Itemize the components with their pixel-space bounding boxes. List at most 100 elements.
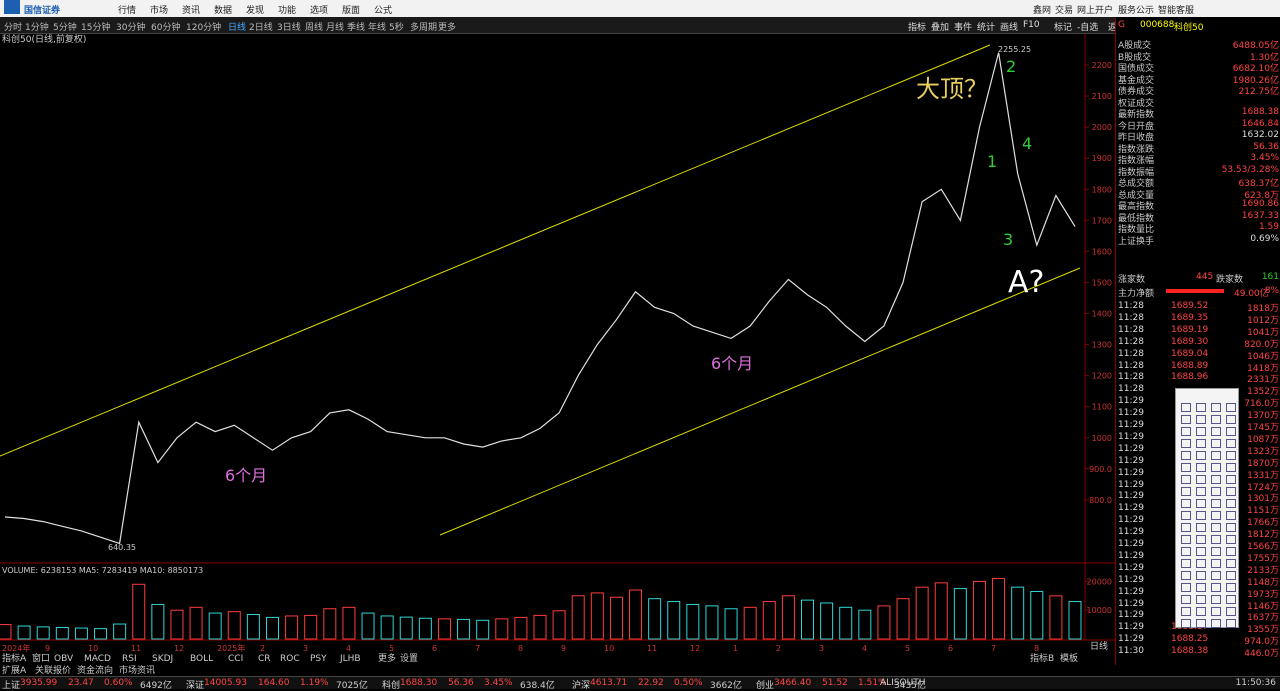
period-tab[interactable]: 30分钟 (116, 23, 146, 33)
menu-item[interactable]: 公式 (374, 6, 393, 16)
draw-tool[interactable] (1181, 415, 1191, 424)
draw-tool[interactable] (1181, 463, 1191, 472)
indicator-tab[interactable]: 模板 (1060, 652, 1078, 664)
draw-tool[interactable] (1196, 619, 1206, 628)
draw-tool[interactable] (1196, 415, 1206, 424)
indicator-tab[interactable]: JLHB (339, 654, 361, 664)
period-tab[interactable]: 多周期 (410, 23, 438, 33)
panel-tab[interactable]: 扩展A (2, 664, 27, 676)
draw-tool[interactable] (1181, 571, 1191, 580)
panel-tab[interactable]: 市场资讯 (119, 664, 155, 676)
menu-item[interactable]: 鑫网 (1033, 6, 1052, 16)
draw-tool[interactable] (1226, 559, 1236, 568)
indicator-tab[interactable]: 更多 (378, 652, 396, 664)
draw-tool[interactable] (1226, 475, 1236, 484)
draw-tool[interactable] (1181, 595, 1191, 604)
menu-item[interactable]: 数据 (214, 6, 233, 16)
indicator-tab[interactable]: 指标B (1030, 652, 1054, 664)
draw-tool[interactable] (1211, 607, 1221, 616)
draw-tool[interactable] (1211, 583, 1221, 592)
period-tab[interactable]: 1分钟 (25, 23, 49, 33)
draw-tool[interactable] (1211, 559, 1221, 568)
period-tab[interactable]: 更多 (438, 23, 457, 33)
indicator-tab[interactable]: RSI (122, 654, 137, 664)
period-tab[interactable]: 60分钟 (151, 23, 181, 33)
draw-tool[interactable] (1226, 403, 1236, 412)
draw-tool[interactable] (1226, 595, 1236, 604)
draw-tool[interactable] (1211, 427, 1221, 436)
draw-tool[interactable] (1226, 415, 1236, 424)
draw-tool[interactable] (1181, 547, 1191, 556)
indicator-tab[interactable]: BOLL (190, 654, 213, 664)
draw-tool[interactable] (1211, 415, 1221, 424)
draw-tool[interactable] (1226, 511, 1236, 520)
draw-tool[interactable] (1226, 547, 1236, 556)
draw-tool[interactable] (1226, 463, 1236, 472)
draw-tool[interactable] (1211, 523, 1221, 532)
menu-item[interactable]: 智能客服 (1158, 6, 1195, 16)
draw-tool[interactable] (1196, 427, 1206, 436)
draw-tool[interactable] (1181, 511, 1191, 520)
draw-tool[interactable] (1196, 487, 1206, 496)
draw-tool[interactable] (1196, 607, 1206, 616)
indicator-tab[interactable]: PSY (310, 654, 327, 664)
draw-tool[interactable] (1196, 523, 1206, 532)
draw-tool[interactable] (1211, 511, 1221, 520)
period-tab[interactable]: 120分钟 (186, 23, 222, 33)
indicator-tab[interactable]: MACD (84, 654, 111, 664)
draw-tool[interactable] (1211, 535, 1221, 544)
draw-tool[interactable] (1226, 535, 1236, 544)
period-tab[interactable]: 日线 (228, 23, 247, 33)
indicator-tab[interactable]: 指标A (2, 652, 27, 664)
draw-tool[interactable] (1226, 571, 1236, 580)
draw-tool[interactable] (1196, 547, 1206, 556)
menu-item[interactable]: 版面 (342, 6, 361, 16)
period-tab[interactable]: 2日线 (249, 23, 273, 33)
menu-item[interactable]: 市场 (150, 6, 169, 16)
period-tab[interactable]: 3日线 (277, 23, 301, 33)
menu-item[interactable]: 网上开户 (1077, 6, 1114, 16)
draw-tool[interactable] (1196, 499, 1206, 508)
menu-item[interactable]: 服务公示 (1118, 6, 1155, 16)
panel-tab[interactable]: 关联报价 (35, 664, 71, 676)
tool-button[interactable]: 画线 (1000, 23, 1019, 33)
draw-tool[interactable] (1181, 499, 1191, 508)
draw-tool[interactable] (1181, 559, 1191, 568)
draw-tool[interactable] (1196, 439, 1206, 448)
draw-tool[interactable] (1226, 619, 1236, 628)
draw-tool[interactable] (1211, 547, 1221, 556)
draw-tool[interactable] (1226, 427, 1236, 436)
period-tab[interactable]: 分时 (4, 23, 23, 33)
menu-item[interactable]: 发现 (246, 6, 265, 16)
draw-tool[interactable] (1211, 619, 1221, 628)
draw-tool[interactable] (1226, 583, 1236, 592)
period-tab[interactable]: 季线 (347, 23, 366, 33)
draw-tool[interactable] (1211, 487, 1221, 496)
draw-tool[interactable] (1196, 583, 1206, 592)
draw-tool[interactable] (1196, 403, 1206, 412)
indicator-tab[interactable]: ROC (280, 654, 300, 664)
draw-tool[interactable] (1181, 403, 1191, 412)
period-tab[interactable]: 年线 (368, 23, 387, 33)
draw-tool[interactable] (1226, 499, 1236, 508)
draw-tool[interactable] (1181, 619, 1191, 628)
panel-tab[interactable]: 资金流向 (77, 664, 113, 676)
draw-tool[interactable] (1196, 559, 1206, 568)
draw-tool[interactable] (1196, 511, 1206, 520)
period-tab[interactable]: 月线 (326, 23, 345, 33)
draw-tool[interactable] (1226, 439, 1236, 448)
indicator-tab[interactable]: CR (258, 654, 271, 664)
tool-button[interactable]: 叠加 (931, 23, 950, 33)
draw-tool[interactable] (1226, 607, 1236, 616)
menu-item[interactable]: 行情 (118, 6, 137, 16)
period-tab[interactable]: 5秒 (389, 23, 404, 33)
draw-tool[interactable] (1211, 571, 1221, 580)
draw-tool[interactable] (1196, 571, 1206, 580)
draw-tool[interactable] (1181, 607, 1191, 616)
menu-item[interactable]: 功能 (278, 6, 297, 16)
tool-button[interactable]: -自选 (1077, 23, 1099, 33)
draw-tool[interactable] (1226, 487, 1236, 496)
draw-tool[interactable] (1226, 523, 1236, 532)
tool-button[interactable]: 指标 (908, 23, 927, 33)
draw-tool[interactable] (1181, 535, 1191, 544)
